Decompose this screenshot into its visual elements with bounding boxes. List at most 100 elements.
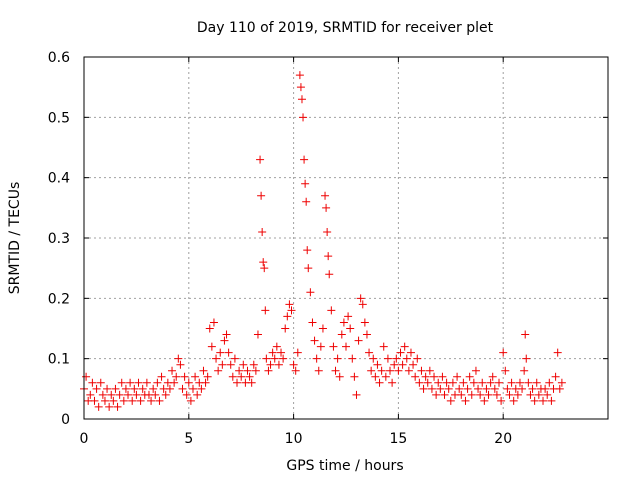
y-tick-label: 0.6 bbox=[48, 50, 70, 66]
data-point bbox=[304, 264, 313, 273]
data-point bbox=[128, 396, 137, 405]
data-point bbox=[312, 354, 321, 363]
data-point bbox=[138, 384, 147, 393]
x-tick-label: 15 bbox=[389, 431, 407, 447]
data-point bbox=[453, 372, 462, 381]
data-point bbox=[394, 366, 403, 375]
data-point bbox=[297, 95, 306, 104]
x-tick-label: 10 bbox=[285, 431, 303, 447]
y-tick-label: 0.1 bbox=[48, 352, 70, 368]
data-point bbox=[243, 366, 252, 375]
data-point bbox=[168, 366, 177, 375]
data-point bbox=[268, 348, 277, 357]
data-point bbox=[149, 384, 158, 393]
x-tick-label: 20 bbox=[494, 431, 512, 447]
data-point bbox=[522, 354, 531, 363]
data-point bbox=[184, 378, 193, 387]
data-point bbox=[197, 384, 206, 393]
axis-ticks bbox=[83, 56, 608, 420]
data-point bbox=[165, 384, 174, 393]
data-point bbox=[151, 390, 160, 399]
data-point bbox=[440, 390, 449, 399]
data-point bbox=[306, 288, 315, 297]
data-point bbox=[314, 366, 323, 375]
data-point bbox=[459, 378, 468, 387]
y-tick-label: 0.5 bbox=[48, 110, 70, 126]
data-point bbox=[172, 372, 181, 381]
data-point bbox=[371, 372, 380, 381]
data-point bbox=[333, 354, 342, 363]
data-point bbox=[260, 264, 269, 273]
data-point bbox=[430, 372, 439, 381]
data-point bbox=[279, 354, 288, 363]
data-point bbox=[274, 360, 283, 369]
data-point bbox=[518, 384, 527, 393]
data-point bbox=[220, 336, 229, 345]
data-point bbox=[415, 378, 424, 387]
data-point bbox=[436, 384, 445, 393]
data-point bbox=[283, 312, 292, 321]
data-point bbox=[98, 390, 107, 399]
data-point bbox=[226, 360, 235, 369]
data-point bbox=[501, 366, 510, 375]
data-point bbox=[324, 252, 333, 261]
data-point bbox=[339, 318, 348, 327]
data-point bbox=[161, 390, 170, 399]
data-point bbox=[505, 390, 514, 399]
data-point bbox=[199, 366, 208, 375]
data-point bbox=[100, 396, 109, 405]
data-point bbox=[308, 318, 317, 327]
data-point bbox=[513, 390, 522, 399]
data-point bbox=[291, 366, 300, 375]
data-point bbox=[526, 390, 535, 399]
data-point bbox=[327, 306, 336, 315]
y-tick-label: 0.3 bbox=[48, 231, 70, 247]
data-point bbox=[142, 378, 151, 387]
data-point bbox=[281, 324, 290, 333]
data-point bbox=[296, 83, 305, 92]
data-point bbox=[214, 366, 223, 375]
data-point bbox=[132, 390, 141, 399]
data-point bbox=[543, 390, 552, 399]
data-point bbox=[480, 396, 489, 405]
data-point bbox=[113, 402, 122, 411]
data-point bbox=[471, 366, 480, 375]
data-point bbox=[303, 246, 312, 255]
data-point bbox=[264, 366, 273, 375]
data-point bbox=[130, 384, 139, 393]
x-tick-label: 5 bbox=[184, 431, 193, 447]
data-point bbox=[119, 396, 128, 405]
data-point bbox=[402, 354, 411, 363]
data-point bbox=[323, 227, 332, 236]
data-point bbox=[270, 354, 279, 363]
data-point bbox=[300, 155, 309, 164]
data-point bbox=[256, 155, 265, 164]
data-point bbox=[486, 378, 495, 387]
data-point bbox=[534, 390, 543, 399]
data-point bbox=[134, 378, 143, 387]
data-point bbox=[377, 366, 386, 375]
data-point bbox=[136, 396, 145, 405]
data-point bbox=[261, 306, 270, 315]
data-point bbox=[121, 384, 130, 393]
data-point bbox=[551, 372, 560, 381]
data-point bbox=[287, 306, 296, 315]
y-tick-label: 0 bbox=[61, 412, 70, 428]
data-point bbox=[547, 396, 556, 405]
data-point bbox=[117, 378, 126, 387]
data-point bbox=[170, 378, 179, 387]
data-point bbox=[495, 378, 504, 387]
data-point bbox=[358, 300, 367, 309]
data-point bbox=[438, 372, 447, 381]
data-point bbox=[201, 378, 210, 387]
data-point bbox=[348, 354, 357, 363]
data-point bbox=[258, 227, 267, 236]
data-point bbox=[90, 396, 99, 405]
data-point bbox=[111, 384, 120, 393]
data-point bbox=[352, 390, 361, 399]
data-point bbox=[557, 378, 566, 387]
data-point bbox=[354, 336, 363, 345]
data-point bbox=[299, 113, 308, 122]
data-point bbox=[369, 354, 378, 363]
data-point bbox=[331, 366, 340, 375]
